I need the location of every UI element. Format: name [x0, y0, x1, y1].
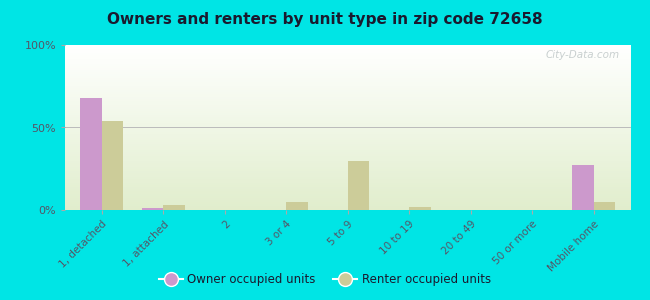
- Bar: [65, 173, 630, 175]
- Bar: [65, 90, 630, 92]
- Bar: [65, 97, 630, 99]
- Bar: [65, 123, 630, 125]
- Bar: [142, 208, 163, 210]
- Bar: [65, 47, 630, 49]
- Bar: [65, 179, 630, 181]
- Bar: [410, 207, 431, 210]
- Bar: [65, 158, 630, 160]
- Bar: [65, 169, 630, 171]
- Bar: [65, 57, 630, 59]
- Bar: [65, 132, 630, 134]
- Bar: [65, 146, 630, 148]
- Bar: [65, 200, 630, 202]
- Bar: [65, 198, 630, 200]
- Bar: [65, 111, 630, 113]
- Bar: [65, 103, 630, 105]
- Bar: [65, 196, 630, 198]
- Bar: [65, 76, 630, 78]
- Bar: [65, 130, 630, 132]
- Bar: [65, 105, 630, 107]
- Bar: [65, 80, 630, 82]
- Bar: [65, 84, 630, 86]
- Bar: [65, 55, 630, 57]
- Bar: [65, 51, 630, 53]
- Bar: [65, 165, 630, 167]
- Bar: [65, 113, 630, 115]
- Text: City-Data.com: City-Data.com: [545, 50, 619, 60]
- Bar: [65, 115, 630, 117]
- Bar: [65, 119, 630, 121]
- Bar: [65, 177, 630, 179]
- Bar: [65, 202, 630, 204]
- Bar: [65, 134, 630, 136]
- Bar: [65, 136, 630, 138]
- Bar: [65, 78, 630, 80]
- Bar: [65, 88, 630, 90]
- Bar: [65, 189, 630, 191]
- Bar: [65, 140, 630, 142]
- Text: Owners and renters by unit type in zip code 72658: Owners and renters by unit type in zip c…: [107, 12, 543, 27]
- Bar: [65, 138, 630, 140]
- Legend: Owner occupied units, Renter occupied units: Owner occupied units, Renter occupied un…: [154, 269, 496, 291]
- Bar: [65, 194, 630, 196]
- Bar: [65, 101, 630, 103]
- Bar: [65, 154, 630, 156]
- Bar: [286, 202, 308, 210]
- Bar: [65, 92, 630, 95]
- Bar: [65, 74, 630, 76]
- Bar: [65, 181, 630, 183]
- Bar: [163, 205, 185, 210]
- Bar: [65, 53, 630, 55]
- Bar: [81, 98, 102, 210]
- Bar: [65, 49, 630, 51]
- Bar: [65, 187, 630, 189]
- Bar: [65, 66, 630, 68]
- Bar: [65, 59, 630, 62]
- Bar: [65, 160, 630, 163]
- Bar: [65, 82, 630, 84]
- Bar: [65, 152, 630, 154]
- Bar: [65, 70, 630, 72]
- Bar: [348, 160, 369, 210]
- Bar: [65, 125, 630, 128]
- Bar: [65, 142, 630, 144]
- Bar: [65, 204, 630, 206]
- Bar: [572, 165, 593, 210]
- Bar: [65, 86, 630, 88]
- Bar: [593, 202, 615, 210]
- Bar: [65, 156, 630, 158]
- Bar: [65, 68, 630, 70]
- Bar: [65, 148, 630, 150]
- Bar: [65, 175, 630, 177]
- Bar: [65, 144, 630, 146]
- Bar: [65, 107, 630, 109]
- Bar: [65, 72, 630, 74]
- Bar: [65, 45, 630, 47]
- Bar: [65, 150, 630, 152]
- Bar: [65, 183, 630, 185]
- Bar: [65, 117, 630, 119]
- Bar: [65, 121, 630, 123]
- Bar: [65, 185, 630, 187]
- Bar: [102, 121, 124, 210]
- Bar: [65, 167, 630, 169]
- Bar: [65, 128, 630, 130]
- Bar: [65, 208, 630, 210]
- Bar: [65, 206, 630, 208]
- Bar: [65, 171, 630, 173]
- Bar: [65, 191, 630, 194]
- Bar: [65, 163, 630, 165]
- Bar: [65, 61, 630, 64]
- Bar: [65, 99, 630, 101]
- Bar: [65, 109, 630, 111]
- Bar: [65, 64, 630, 66]
- Bar: [65, 94, 630, 97]
